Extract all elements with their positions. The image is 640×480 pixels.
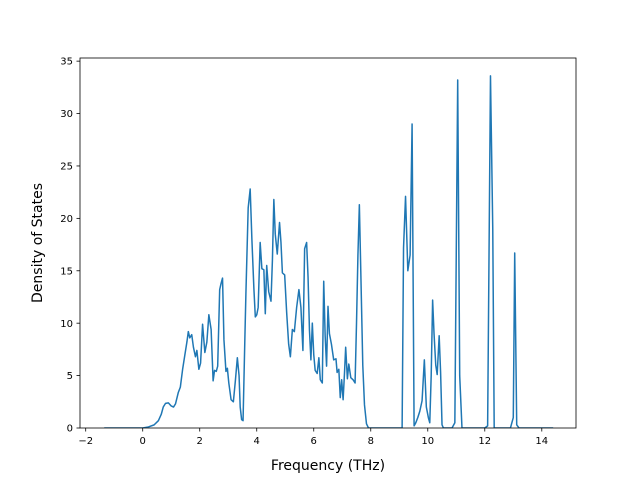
plot-area — [104, 75, 554, 428]
x-tick-label: 2 — [197, 436, 203, 447]
y-tick-label: 5 — [67, 371, 73, 382]
y-axis-label: Density of States — [30, 183, 46, 303]
x-tick-label: 8 — [368, 436, 374, 447]
x-tick-label: 14 — [535, 436, 548, 447]
dos-series-line — [104, 75, 554, 428]
y-tick-label: 30 — [60, 109, 73, 120]
x-tick-label: 6 — [311, 436, 317, 447]
y-tick-label: 35 — [60, 57, 73, 68]
y-tick-label: 10 — [60, 319, 73, 330]
x-tick-label: −2 — [78, 436, 93, 447]
y-tick-label: 0 — [67, 424, 73, 435]
y-tick-label: 15 — [60, 266, 73, 277]
x-tick-label: 4 — [254, 436, 260, 447]
x-tick-label: 12 — [478, 436, 491, 447]
x-axis-label: Frequency (THz) — [271, 458, 385, 474]
y-tick-label: 25 — [60, 162, 73, 173]
y-tick-label: 20 — [60, 214, 73, 225]
x-tick-label: 10 — [421, 436, 434, 447]
axes: −2 0 2 4 6 8 10 12 14 0 5 10 15 20 25 30 35 — [60, 57, 577, 447]
plot-frame — [79, 57, 577, 429]
x-tick-label: 0 — [140, 436, 146, 447]
